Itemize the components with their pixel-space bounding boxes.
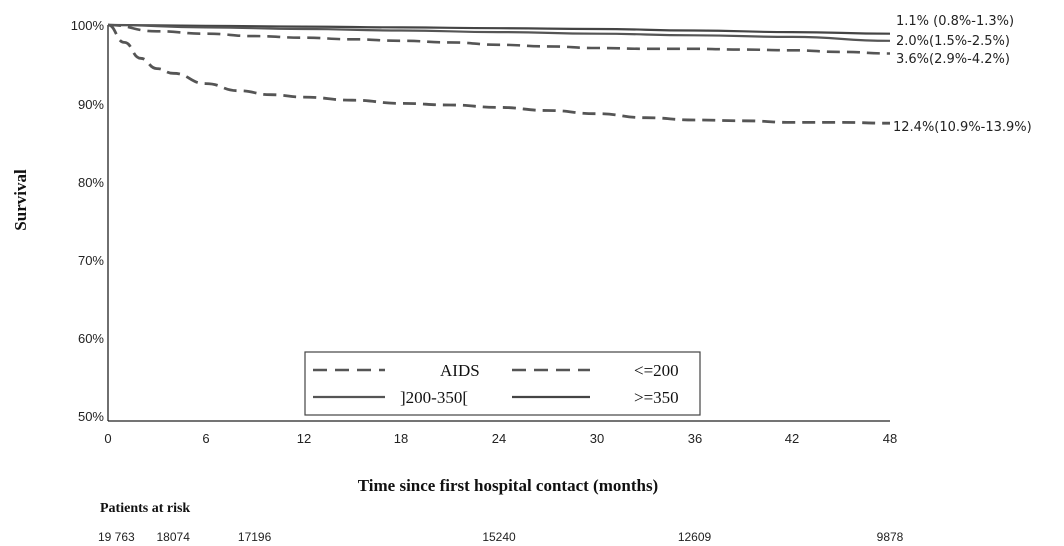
end-label-le200: 3.6%(2.9%-4.2%) — [896, 52, 1010, 67]
x-tick-label-6: 6 — [202, 431, 209, 446]
x-tick-label-42: 42 — [785, 431, 799, 446]
y-tick-label-90: 90% — [78, 97, 104, 112]
x-tick-label-0: 0 — [104, 431, 111, 446]
legend-box — [304, 351, 701, 416]
legend-label-aids: AIDS — [440, 361, 480, 380]
end-label-ge350: 1.1% (0.8%-1.3%) — [896, 14, 1014, 29]
series-line-aids — [107, 23, 891, 125]
legend-label-200-350: ]200-350[ — [400, 388, 468, 407]
series-layer — [107, 23, 891, 125]
y-tick-label-50: 50% — [78, 409, 104, 424]
end-label-aids: 12.4%(10.9%-13.9%) — [893, 120, 1032, 135]
patients-at-risk-value: 15240 — [482, 530, 516, 544]
x-axis-title: Time since first hospital contact (month… — [358, 476, 658, 495]
series-line-ge350 — [107, 23, 891, 35]
y-tick-label-100: 100% — [71, 18, 105, 33]
x-tick-label-18: 18 — [394, 431, 408, 446]
patients-at-risk-value: 18074 — [157, 530, 191, 544]
end-label-200-350: 2.0%(1.5%-2.5%) — [896, 34, 1010, 49]
y-tick-label-80: 80% — [78, 175, 104, 190]
legend-label-ge350: >=350 — [634, 388, 679, 407]
y-axis-title: Survival — [11, 169, 30, 231]
legend: AIDS <=200 ]200-350[ >=350 — [304, 351, 701, 416]
y-tick-label-70: 70% — [78, 253, 104, 268]
patients-at-risk-row: 19 763 18074 17196 15240 12609 9878 — [98, 530, 904, 544]
series-line-le200 — [107, 23, 891, 55]
series-line-200-350 — [107, 23, 891, 42]
x-tick-label-12: 12 — [297, 431, 311, 446]
patients-at-risk-value: 17196 — [238, 530, 272, 544]
patients-at-risk-value: 19 763 — [98, 530, 135, 544]
x-tick-label-30: 30 — [590, 431, 604, 446]
x-tick-label-48: 48 — [883, 431, 897, 446]
patients-at-risk-value: 9878 — [877, 530, 904, 544]
patients-at-risk-title: Patients at risk — [100, 501, 190, 516]
legend-label-le200: <=200 — [634, 361, 679, 380]
y-tick-label-60: 60% — [78, 331, 104, 346]
x-tick-label-36: 36 — [688, 431, 702, 446]
patients-at-risk-value: 12609 — [678, 530, 712, 544]
x-tick-label-24: 24 — [492, 431, 506, 446]
